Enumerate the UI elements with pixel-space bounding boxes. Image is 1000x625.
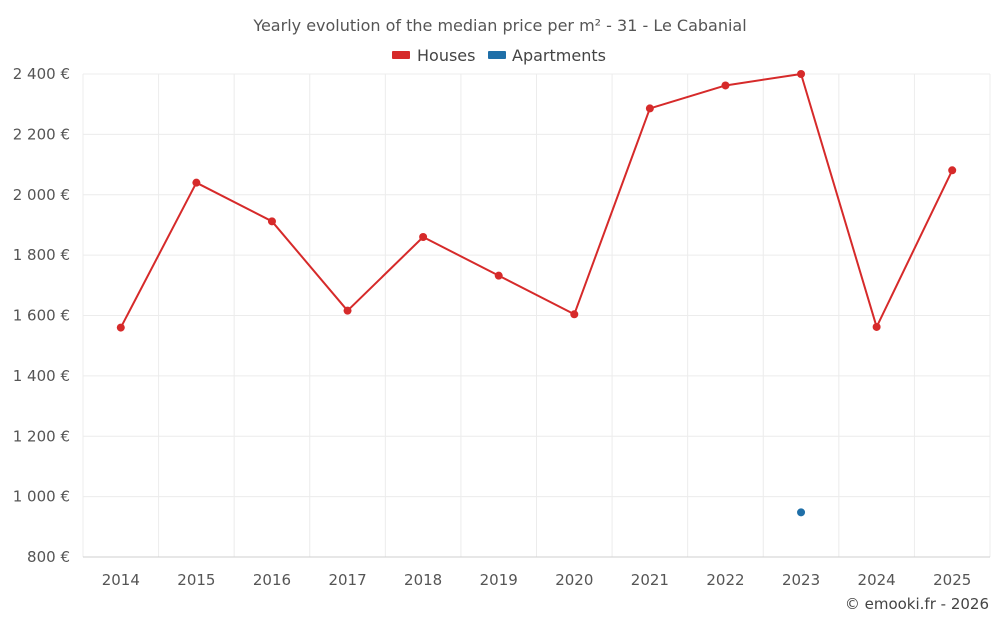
x-tick-label: 2017 bbox=[328, 571, 366, 589]
data-point-houses[interactable] bbox=[721, 81, 730, 90]
chart-title: Yearly evolution of the median price per… bbox=[252, 16, 746, 35]
legend-label-apartments: Apartments bbox=[512, 46, 606, 65]
x-tick-label: 2025 bbox=[933, 571, 971, 589]
data-point-houses[interactable] bbox=[267, 217, 276, 226]
x-tick-label: 2018 bbox=[404, 571, 442, 589]
x-tick-label: 2024 bbox=[858, 571, 896, 589]
y-tick-label: 2 400 € bbox=[13, 65, 70, 83]
data-point-houses[interactable] bbox=[192, 178, 201, 187]
legend-item-apartments[interactable]: Apartments bbox=[488, 46, 606, 65]
data-point-houses[interactable] bbox=[645, 104, 654, 113]
y-tick-label: 2 000 € bbox=[13, 186, 70, 204]
series-group bbox=[116, 70, 957, 517]
legend-label-houses: Houses bbox=[417, 46, 475, 65]
legend: Houses Apartments bbox=[392, 46, 606, 65]
series-line-houses bbox=[119, 73, 954, 329]
data-point-houses[interactable] bbox=[570, 310, 579, 319]
y-tick-label: 1 000 € bbox=[13, 488, 70, 506]
data-point-apartments[interactable] bbox=[797, 508, 806, 517]
legend-swatch-houses bbox=[392, 51, 410, 59]
data-point-houses[interactable] bbox=[494, 271, 503, 280]
legend-item-houses[interactable]: Houses bbox=[392, 46, 475, 65]
x-tick-label: 2014 bbox=[102, 571, 140, 589]
data-point-houses[interactable] bbox=[948, 166, 957, 175]
data-point-houses[interactable] bbox=[116, 323, 125, 332]
series-apartments bbox=[797, 508, 806, 517]
series-houses bbox=[116, 70, 957, 332]
y-tick-label: 2 200 € bbox=[13, 125, 70, 143]
y-tick-label: 1 800 € bbox=[13, 246, 70, 264]
x-axis-ticks: 2014 2015 2016 2017 2018 2019 2020 2021 2022 2023… bbox=[102, 571, 972, 589]
y-tick-label: 1 600 € bbox=[13, 307, 70, 325]
x-tick-label: 2020 bbox=[555, 571, 593, 589]
x-tick-label: 2022 bbox=[706, 571, 744, 589]
x-tick-label: 2021 bbox=[631, 571, 669, 589]
x-tick-label: 2015 bbox=[177, 571, 215, 589]
x-tick-label: 2023 bbox=[782, 571, 820, 589]
y-tick-label: 800 € bbox=[27, 548, 70, 566]
credit-text: © emooki.fr - 2026 bbox=[845, 595, 989, 613]
data-point-houses[interactable] bbox=[343, 306, 352, 315]
x-tick-label: 2019 bbox=[480, 571, 518, 589]
data-point-houses[interactable] bbox=[419, 233, 428, 242]
legend-swatch-apartments bbox=[488, 51, 506, 59]
data-point-houses[interactable] bbox=[797, 70, 806, 78]
data-point-houses[interactable] bbox=[872, 322, 881, 331]
y-tick-label: 1 400 € bbox=[13, 367, 70, 385]
y-axis-ticks: 2 400 € 2 200 € 2 000 € 1 800 € 1 600 € 1 400… bbox=[13, 65, 70, 566]
x-tick-label: 2016 bbox=[253, 571, 291, 589]
x-gridlines bbox=[82, 74, 991, 557]
y-tick-label: 1 200 € bbox=[13, 427, 70, 445]
